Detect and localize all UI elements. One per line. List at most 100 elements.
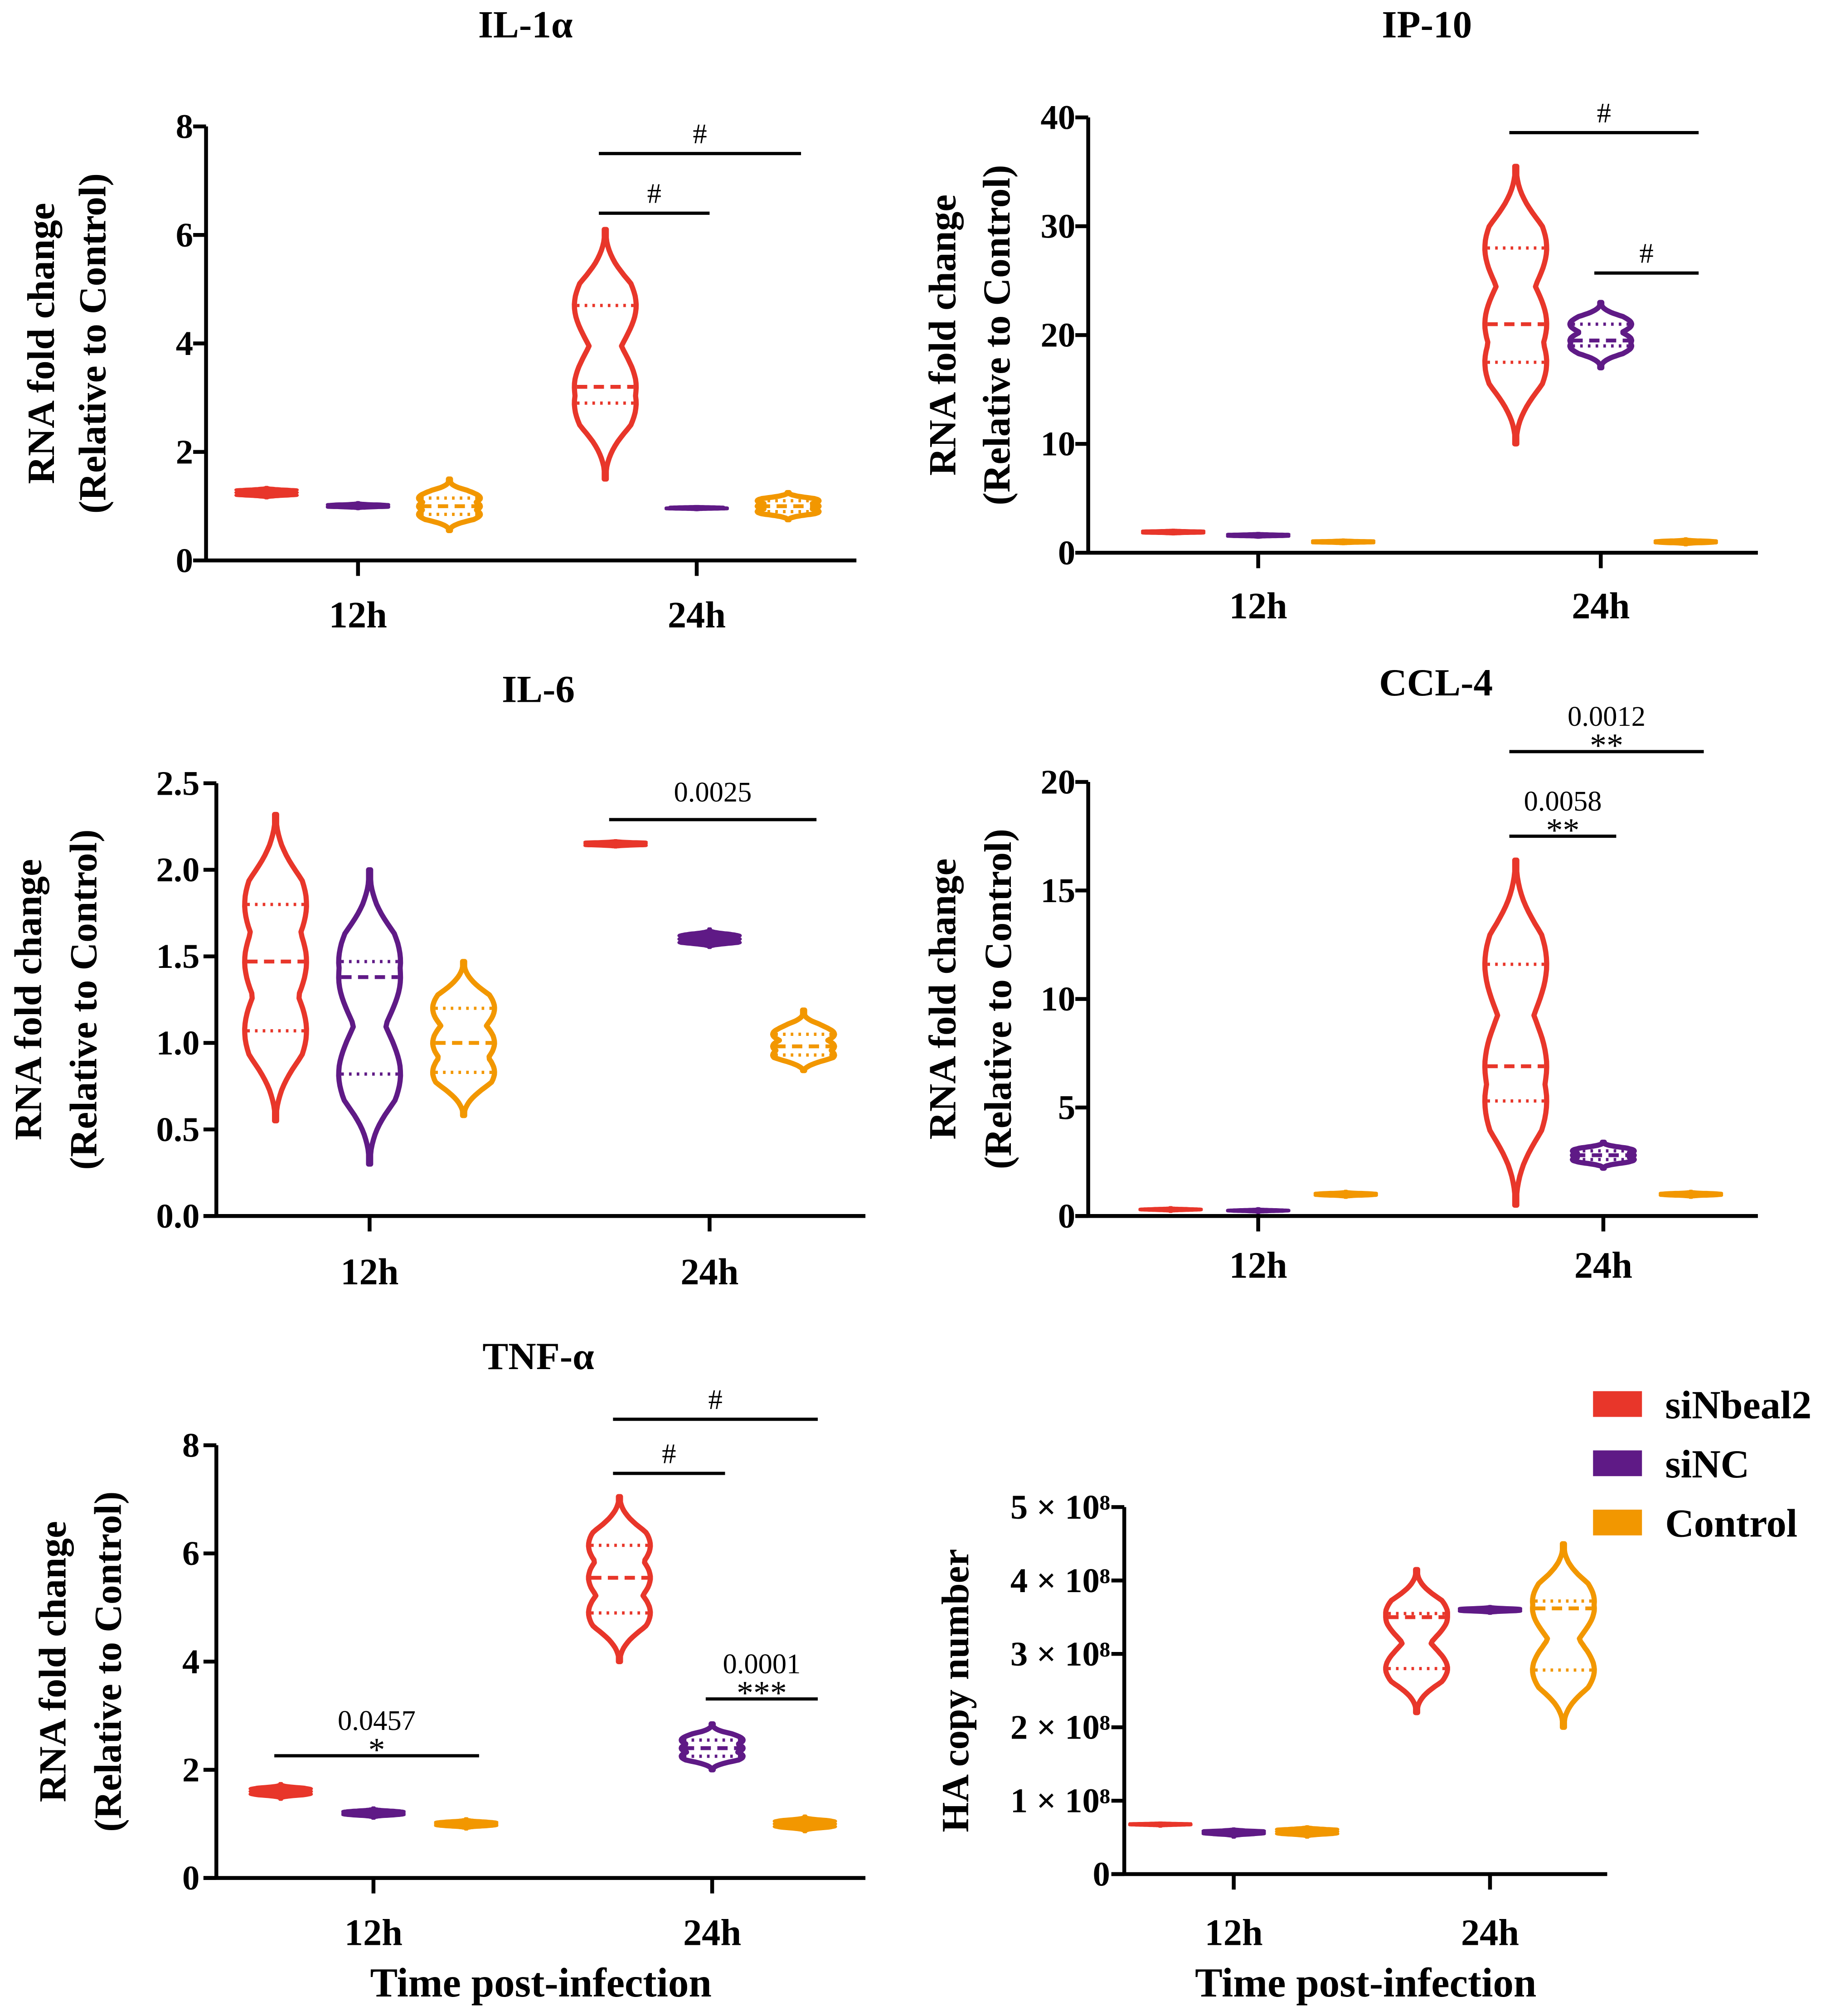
violin-body: [1383, 1567, 1450, 1715]
chart-title: IP-10: [1382, 4, 1472, 46]
violin-sinc-12h: [325, 501, 390, 510]
y-tick-label: 2: [176, 432, 193, 471]
y-axis-label: (Relative to Control): [976, 165, 1018, 505]
x-tick-label: 24h: [1461, 1912, 1519, 1953]
y-axis-label: RNA fold change: [20, 203, 63, 484]
y-tick-label: 0: [182, 1859, 199, 1897]
violin-control-24h: [1653, 537, 1718, 547]
panel-ip-10: IP-10 0 10 20 30 40 12h 24h RNA fold change (Rela…: [922, 4, 1758, 627]
violin-body: [1311, 538, 1376, 545]
legend-label: Control: [1665, 1502, 1797, 1546]
violin-body: [1201, 1827, 1266, 1839]
y-tick-label: 2: [182, 1750, 199, 1789]
violin-sinbeal2-12h: [242, 811, 309, 1124]
y-axis-label: RNA fold change: [922, 194, 964, 476]
violin-body: [1138, 1206, 1203, 1213]
y-tick-label: 5 × 10⁸: [1010, 1488, 1110, 1526]
violin-sinbeal2-24h: [1482, 857, 1549, 1208]
violin-sinc-24h: [1567, 300, 1635, 370]
violin-sinc-12h: [336, 867, 403, 1167]
legend-label: siNC: [1665, 1443, 1749, 1486]
y-tick-label: 4 × 10⁸: [1010, 1561, 1110, 1600]
p-value: 0.0001: [723, 1648, 801, 1680]
violin-control-24h: [1659, 1190, 1723, 1199]
violin-sinbeal2-12h: [1138, 1206, 1203, 1213]
y-tick-label: 6: [176, 216, 193, 254]
y-tick-label: 20: [1041, 763, 1076, 801]
legend: siNbeal2 siNC Control: [1593, 1383, 1811, 1546]
violin-body: [325, 501, 390, 510]
violin-sinbeal2-24h: [1482, 164, 1549, 447]
significance-stars: ***: [737, 1674, 787, 1711]
y-axis-label: RNA fold change: [922, 858, 964, 1139]
violin-body: [1570, 1139, 1637, 1171]
x-tick-label: 12h: [329, 594, 387, 636]
y-tick-label: 2 × 10⁸: [1010, 1708, 1110, 1747]
violin-body: [770, 1007, 837, 1074]
violin-body: [1226, 532, 1291, 539]
y-tick-label: 6: [182, 1534, 199, 1573]
violin-body: [754, 490, 822, 523]
violin-body: [1482, 857, 1549, 1208]
y-axis-label: HA copy number: [934, 1549, 977, 1832]
panel-il-6: IL-6 0.0 0.5 1.0 1.5 2.0 2.5 12h 24h RNA fold cha…: [7, 668, 866, 1292]
violin-control-12h: [1275, 1825, 1340, 1839]
chart-title: IL-1α: [478, 4, 573, 46]
violin-body: [430, 959, 497, 1118]
violin-sinc-24h: [1570, 1139, 1637, 1171]
violin-body: [416, 476, 483, 534]
p-value: 0.0025: [674, 776, 752, 808]
violin-body: [434, 1817, 499, 1831]
violin-body: [583, 839, 648, 849]
y-tick-label: 15: [1041, 871, 1076, 910]
significance-bracket: #: [1594, 238, 1699, 275]
significance-bracket: **0.0012: [1509, 700, 1704, 764]
panel-il-1-: IL-1α 0 2 4 6 8 12h 24h RNA fold change (Relative…: [20, 4, 857, 636]
panel-ha-copy-number: 0 1 × 10⁸ 2 × 10⁸ 3 × 10⁸ 4 × 10⁸ 5 × 10⁸ 12h 2…: [934, 1488, 1607, 2006]
significance-bracket: #: [599, 178, 710, 215]
significance-bracket: ***0.0001: [705, 1648, 818, 1711]
violin-body: [336, 867, 403, 1167]
legend-swatch: [1593, 1391, 1642, 1417]
chart-title: CCL-4: [1379, 661, 1493, 704]
violin-body: [242, 811, 309, 1124]
significance-stars: **: [1546, 811, 1580, 849]
violin-body: [1530, 1541, 1597, 1730]
y-tick-label: 1 × 10⁸: [1010, 1782, 1110, 1820]
y-tick-label: 0: [1093, 1855, 1110, 1894]
violin-body: [772, 1814, 837, 1833]
violin-control-24h: [754, 490, 822, 523]
violin-sinbeal2-24h: [572, 227, 639, 482]
x-tick-label: 24h: [683, 1912, 741, 1953]
violin-body: [1653, 537, 1718, 547]
significance-stars: **: [1590, 727, 1623, 764]
panel-ccl-4: CCL-4 0 5 10 15 20 12h 24h RNA fold change (Relat…: [922, 661, 1758, 1286]
violin-sinc-12h: [1226, 532, 1291, 539]
violin-control-24h: [1530, 1541, 1597, 1730]
legend-swatch: [1593, 1510, 1642, 1535]
significance-stars: #: [693, 118, 707, 150]
violin-sinbeal2-24h: [1383, 1567, 1450, 1715]
significance-bracket: **0.0058: [1509, 785, 1616, 849]
violin-body: [586, 1494, 653, 1664]
y-tick-label: 0.5: [156, 1110, 199, 1149]
x-tick-label: 24h: [680, 1251, 738, 1292]
panel-tnf-: TNF-α 0 2 4 6 8 12h 24h RNA fold change (Relative…: [32, 1335, 866, 2006]
significance-bracket: #: [1509, 97, 1699, 135]
violin-control-12h: [1311, 538, 1376, 545]
y-tick-label: 10: [1041, 425, 1076, 463]
y-tick-label: 1.0: [156, 1024, 199, 1062]
x-tick-label: 24h: [1574, 1245, 1632, 1286]
violin-body: [679, 1721, 746, 1773]
y-axis-label: (Relative to Control): [87, 1491, 130, 1832]
x-tick-label: 12h: [1229, 1245, 1287, 1286]
x-axis-label: Time post-infection: [370, 1960, 712, 2006]
violin-body: [1567, 300, 1635, 370]
violin-control-12h: [1313, 1190, 1378, 1199]
y-tick-label: 8: [176, 107, 193, 146]
violin-body: [1128, 1821, 1193, 1828]
y-tick-label: 0.0: [156, 1197, 199, 1235]
y-tick-label: 30: [1041, 207, 1076, 246]
chart-title: TNF-α: [482, 1335, 594, 1378]
violin-sinbeal2-12h: [1141, 529, 1206, 536]
